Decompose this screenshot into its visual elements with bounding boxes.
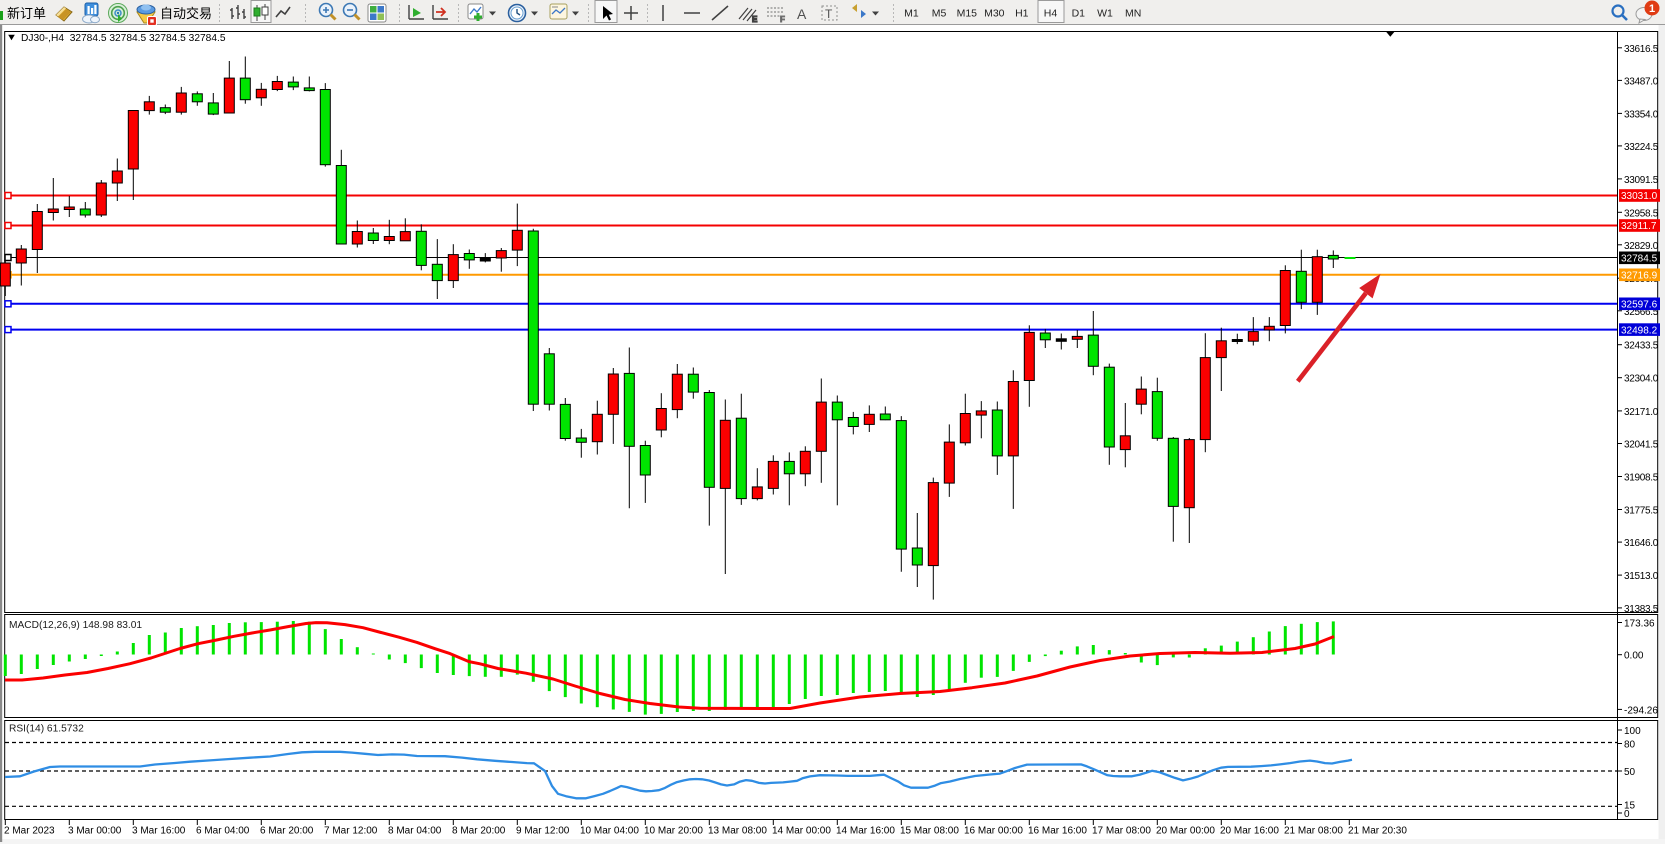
svg-text:8 Mar 20:00: 8 Mar 20:00 [452,826,506,837]
svg-text:DJ30-,H4 32784.5 32784.5 3278: DJ30-,H4 32784.5 32784.5 32784.5 32784.5 [21,33,226,44]
svg-text:33031.0: 33031.0 [1621,191,1658,202]
svg-text:13 Mar 08:00: 13 Mar 08:00 [708,826,767,837]
svg-text:173.36: 173.36 [1624,619,1655,630]
svg-text:T: T [825,7,833,21]
svg-text:RSI(14) 61.5732: RSI(14) 61.5732 [9,724,84,735]
svg-text:33354.0: 33354.0 [1624,109,1659,120]
svg-text:32716.9: 32716.9 [1621,271,1658,282]
svg-text:15 Mar 08:00: 15 Mar 08:00 [900,826,959,837]
svg-text:32304.0: 32304.0 [1624,374,1659,385]
svg-text:14 Mar 16:00: 14 Mar 16:00 [836,826,895,837]
svg-text:31908.5: 31908.5 [1624,473,1659,484]
svg-text:6 Mar 20:00: 6 Mar 20:00 [260,826,314,837]
svg-text:0.00: 0.00 [1624,651,1644,662]
svg-text:D1: D1 [1072,8,1086,20]
svg-text:8 Mar 04:00: 8 Mar 04:00 [388,826,442,837]
svg-text:16 Mar 16:00: 16 Mar 16:00 [1028,826,1087,837]
svg-text:H4: H4 [1044,8,1058,20]
svg-text:1: 1 [1649,3,1655,15]
svg-text:32958.5: 32958.5 [1624,208,1659,219]
svg-text:A: A [797,6,807,22]
svg-text:9 Mar 12:00: 9 Mar 12:00 [516,826,570,837]
svg-text:M5: M5 [932,8,947,20]
svg-text:20 Mar 00:00: 20 Mar 00:00 [1156,826,1215,837]
svg-text:-294.26: -294.26 [1624,705,1658,716]
svg-text:MACD(12,26,9) 148.98 83.01: MACD(12,26,9) 148.98 83.01 [9,620,142,631]
svg-text:MN: MN [1125,8,1141,20]
svg-text:80: 80 [1624,740,1636,751]
svg-text:100: 100 [1624,726,1641,737]
svg-text:31775.5: 31775.5 [1624,506,1659,517]
svg-text:10 Mar 20:00: 10 Mar 20:00 [644,826,703,837]
svg-text:自动交易: 自动交易 [160,6,212,21]
svg-text:14 Mar 00:00: 14 Mar 00:00 [772,826,831,837]
svg-text:16 Mar 00:00: 16 Mar 00:00 [964,826,1023,837]
svg-text:M15: M15 [957,8,978,20]
svg-text:32829.0: 32829.0 [1624,241,1659,252]
svg-text:M30: M30 [984,8,1005,20]
svg-text:6 Mar 04:00: 6 Mar 04:00 [196,826,250,837]
svg-text:E: E [752,15,758,24]
svg-text:H1: H1 [1015,8,1029,20]
svg-text:31513.0: 31513.0 [1624,571,1659,582]
svg-text:7 Mar 12:00: 7 Mar 12:00 [324,826,378,837]
svg-text:32498.2: 32498.2 [1621,325,1658,336]
svg-text:31383.5: 31383.5 [1624,604,1659,615]
svg-text:21 Mar 20:30: 21 Mar 20:30 [1348,826,1407,837]
svg-text:33616.5: 33616.5 [1624,44,1659,55]
svg-text:20 Mar 16:00: 20 Mar 16:00 [1220,826,1279,837]
svg-text:32911.7: 32911.7 [1621,221,1657,232]
svg-text:W1: W1 [1097,8,1113,20]
svg-text:15: 15 [1624,801,1636,812]
svg-text:33224.5: 33224.5 [1624,142,1659,153]
svg-text:新订单: 新订单 [7,6,46,21]
svg-text:32433.5: 32433.5 [1624,341,1659,352]
svg-text:2 Mar 2023: 2 Mar 2023 [4,826,55,837]
svg-text:F: F [780,15,785,24]
svg-text:3 Mar 00:00: 3 Mar 00:00 [68,826,122,837]
svg-text:0: 0 [1624,809,1630,820]
svg-text:32171.0: 32171.0 [1624,407,1659,418]
svg-text:31646.0: 31646.0 [1624,538,1659,549]
svg-text:33487.0: 33487.0 [1624,76,1659,87]
svg-text:32566.5: 32566.5 [1624,307,1659,318]
svg-text:21 Mar 08:00: 21 Mar 08:00 [1284,826,1343,837]
svg-text:32784.5: 32784.5 [1621,254,1658,265]
svg-text:32597.6: 32597.6 [1621,300,1658,311]
svg-text:32041.5: 32041.5 [1624,440,1659,451]
svg-text:50: 50 [1624,767,1636,778]
svg-text:M1: M1 [904,8,919,20]
svg-text:33091.5: 33091.5 [1624,175,1659,186]
svg-text:10 Mar 04:00: 10 Mar 04:00 [580,826,639,837]
svg-text:17 Mar 08:00: 17 Mar 08:00 [1092,826,1151,837]
svg-text:3 Mar 16:00: 3 Mar 16:00 [132,826,186,837]
